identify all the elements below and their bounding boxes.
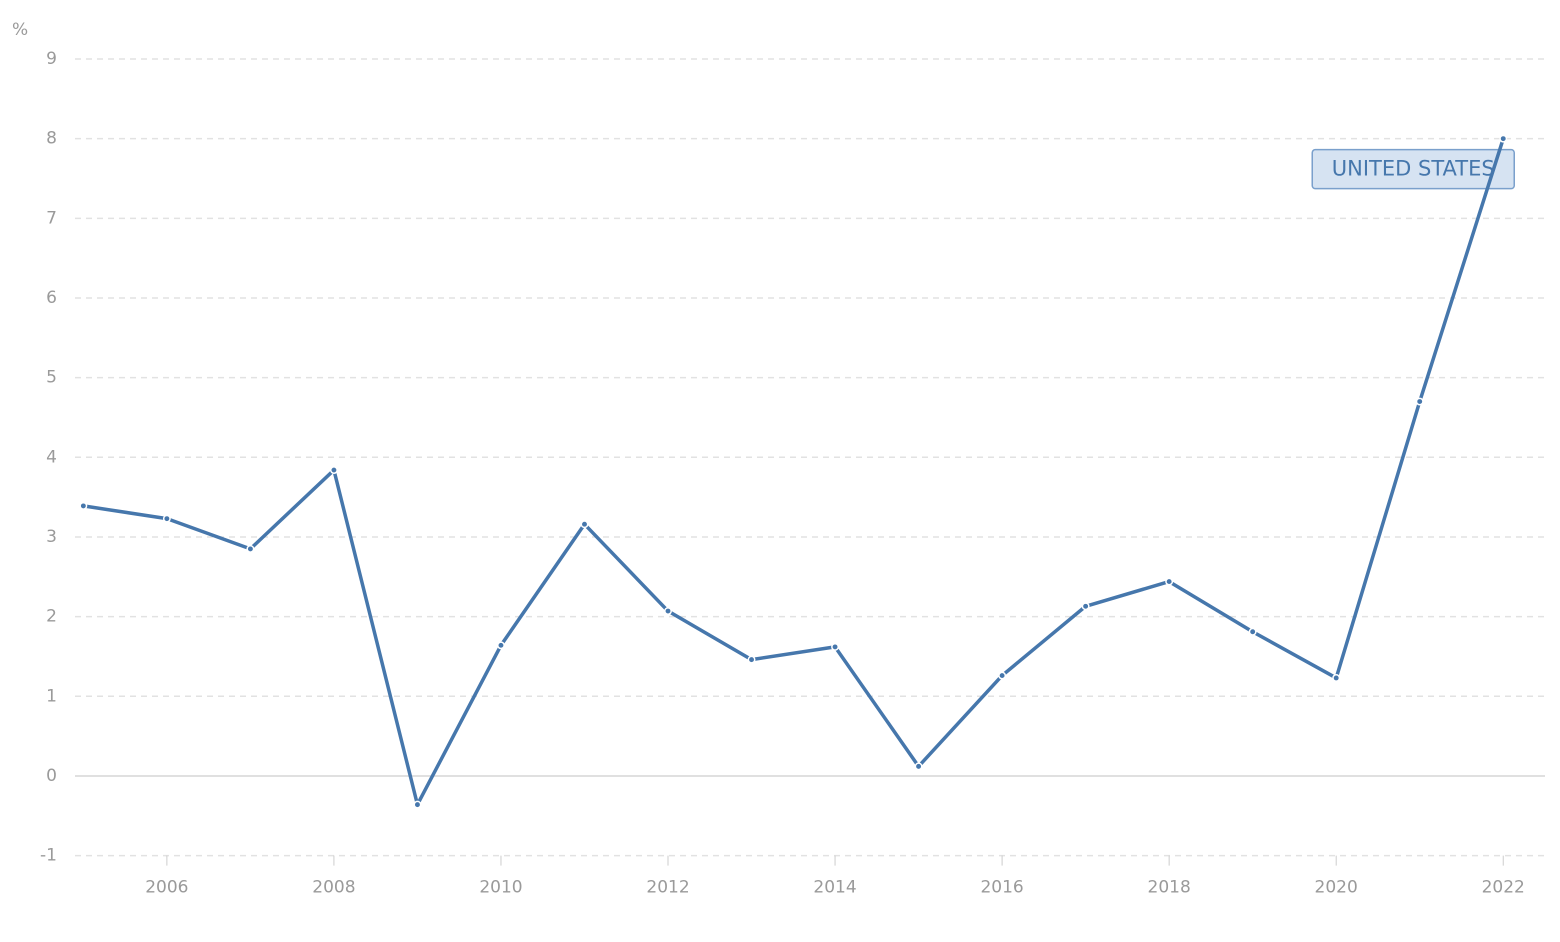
series-line (83, 138, 1505, 807)
y-tick-label: 8 (46, 129, 57, 149)
y-tick-label: 2 (46, 607, 57, 627)
x-tick-label: 2022 (1482, 878, 1525, 898)
series-label-box (1311, 148, 1515, 190)
y-tick-label: 0 (46, 766, 57, 786)
y-tick-label: 1 (46, 686, 57, 706)
x-tick-label: 2008 (312, 878, 355, 898)
data-point (747, 655, 756, 664)
x-tick-label: 2010 (479, 878, 522, 898)
x-tick-label: 2012 (646, 878, 689, 898)
y-tick-label: -1 (40, 846, 57, 866)
data-point (1248, 627, 1257, 636)
y-tick-label: 4 (46, 447, 57, 467)
data-point (1415, 397, 1424, 406)
data-point (79, 501, 88, 510)
data-point (329, 466, 338, 474)
x-tick-label: 2020 (1315, 878, 1358, 898)
x-tick-label: 2006 (145, 878, 188, 898)
data-point (664, 607, 672, 615)
data-point (246, 544, 255, 553)
y-unit: % (12, 20, 28, 40)
x-tick-label: 2016 (980, 878, 1023, 898)
y-tick-label: 3 (46, 527, 57, 547)
data-point (413, 800, 422, 809)
data-point (1332, 674, 1341, 682)
x-tick-label: 2014 (813, 878, 856, 898)
data-point (1165, 577, 1174, 586)
y-tick-label: 6 (46, 288, 57, 308)
y-tick-label: 7 (46, 208, 57, 228)
data-point (1499, 134, 1508, 143)
data-point (162, 514, 171, 523)
data-point (998, 671, 1007, 680)
y-tick-label: 5 (46, 368, 57, 388)
data-point (1081, 602, 1090, 611)
data-point (497, 641, 505, 650)
data-point (914, 762, 923, 771)
y-tick-label: 9 (46, 49, 57, 69)
x-tick-label: 2018 (1148, 878, 1191, 898)
data-point (580, 520, 589, 529)
data-point (831, 642, 840, 651)
series-label: UNITED STATES (1332, 157, 1495, 181)
